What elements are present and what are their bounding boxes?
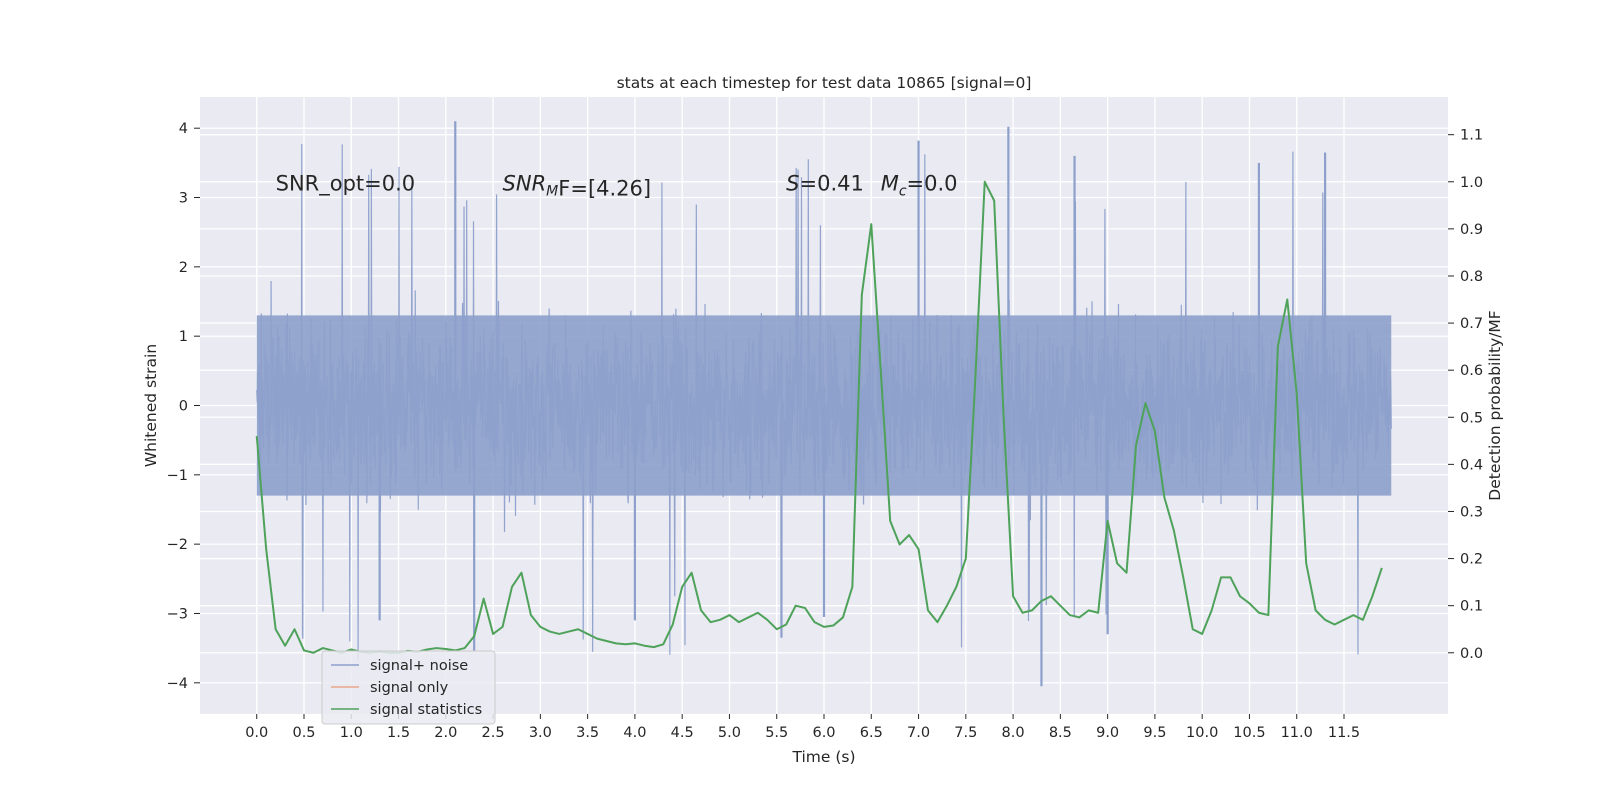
x-tick-label: 8.5 bbox=[1049, 725, 1072, 741]
x-tick-label: 3.5 bbox=[576, 725, 599, 741]
x-tick-label: 11.5 bbox=[1328, 725, 1360, 741]
annotation-snr-mf-main: SNR bbox=[503, 172, 547, 196]
y2-tick-label: 1.1 bbox=[1460, 128, 1483, 144]
y2-tick-label: 0.4 bbox=[1460, 457, 1483, 473]
chart-title: stats at each timestep for test data 108… bbox=[617, 74, 1032, 92]
x-tick-label: 10.5 bbox=[1233, 725, 1265, 741]
x-tick-label: 11.0 bbox=[1281, 725, 1313, 741]
annotation-snr-mf-sub: M bbox=[546, 184, 558, 200]
x-tick-label: 5.5 bbox=[765, 725, 788, 741]
annotation-mc: Mc=0.0 bbox=[881, 172, 958, 200]
y-tick-label: −2 bbox=[167, 537, 188, 553]
annotation-snr-opt: SNR_opt=0.0 bbox=[276, 172, 416, 197]
x-tick-label: 6.0 bbox=[812, 725, 835, 741]
y2-tick-label: 0.0 bbox=[1460, 646, 1483, 662]
x-tick-label: 3.0 bbox=[529, 725, 552, 741]
x-tick-label: 1.5 bbox=[387, 725, 410, 741]
x-tick-label: 2.0 bbox=[434, 725, 457, 741]
x-tick-label: 0.5 bbox=[292, 725, 315, 741]
x-tick-label: 9.0 bbox=[1096, 725, 1119, 741]
annotation-mc-sub: c bbox=[899, 184, 907, 200]
legend: signal+ noise signal only signal statist… bbox=[321, 650, 496, 725]
y-tick-label: −1 bbox=[167, 468, 188, 484]
legend-label-signal-statistics: signal statistics bbox=[370, 702, 482, 718]
x-tick-label: 0.0 bbox=[245, 725, 268, 741]
x-tick-label: 7.5 bbox=[954, 725, 977, 741]
y2-tick-label: 0.6 bbox=[1460, 363, 1483, 379]
annotation-s: S=0.41 bbox=[786, 172, 864, 196]
noise-series-layer bbox=[256, 121, 1392, 687]
stat-series-layer bbox=[255, 180, 1383, 654]
x-tick-label: 10.0 bbox=[1186, 725, 1218, 741]
legend-label-signal-noise: signal+ noise bbox=[370, 658, 468, 674]
annotation-s-main: S bbox=[786, 172, 799, 196]
annotation-s-rest: =0.41 bbox=[800, 172, 864, 196]
legend-box bbox=[321, 650, 496, 725]
y2-tick-label: 0.8 bbox=[1460, 269, 1483, 285]
x-tick-label: 6.5 bbox=[860, 725, 883, 741]
annotation-mc-main: M bbox=[881, 172, 899, 196]
y2-tick-label: 0.2 bbox=[1460, 552, 1483, 568]
y-tick-label: −3 bbox=[167, 606, 188, 622]
annotation-mc-rest: =0.0 bbox=[907, 172, 958, 196]
y2-axis-title: Detection probability/MF bbox=[1486, 310, 1504, 501]
x-tick-label: 7.0 bbox=[907, 725, 930, 741]
y2-tick-label: 1.0 bbox=[1460, 175, 1483, 191]
x-tick-label: 1.0 bbox=[340, 725, 363, 741]
x-tick-label: 2.5 bbox=[482, 725, 505, 741]
y-tick-label: 0 bbox=[179, 399, 188, 415]
y2-tick-label: 0.9 bbox=[1460, 222, 1483, 238]
annotation-snr-mf: SNRMF=[4.26] bbox=[503, 172, 652, 201]
y-tick-label: 4 bbox=[179, 121, 188, 137]
legend-label-signal-only: signal only bbox=[370, 680, 449, 696]
x-tick-label: 8.0 bbox=[1002, 725, 1025, 741]
stat-series-line bbox=[255, 180, 1383, 654]
y2-tick-label: 0.5 bbox=[1460, 410, 1483, 426]
x-tick-label: 4.0 bbox=[623, 725, 646, 741]
y2-tick-label: 0.7 bbox=[1460, 316, 1483, 332]
tick-layer: 0.0 0.5 1.0 1.5 2.0 2.5 3.0 3.5 4.0 4.5 5.0 5.5 6.0 6… bbox=[167, 121, 1483, 741]
x-tick-label: 5.0 bbox=[718, 725, 741, 741]
y2-tick-label: 0.3 bbox=[1460, 504, 1483, 520]
y-tick-label: −4 bbox=[167, 676, 188, 692]
y-axis-title: Whitened strain bbox=[142, 344, 160, 467]
noise-series-line bbox=[256, 143, 1392, 661]
annotation-snr-mf-rest: F=[4.26] bbox=[558, 177, 651, 201]
x-tick-label: 4.5 bbox=[671, 725, 694, 741]
x-axis-title: Time (s) bbox=[791, 748, 855, 766]
x-tick-label: 9.5 bbox=[1143, 725, 1166, 741]
y2-tick-label: 0.1 bbox=[1460, 599, 1483, 615]
y-tick-label: 1 bbox=[179, 329, 188, 345]
y-tick-label: 3 bbox=[179, 191, 188, 207]
y-tick-label: 2 bbox=[179, 260, 188, 276]
